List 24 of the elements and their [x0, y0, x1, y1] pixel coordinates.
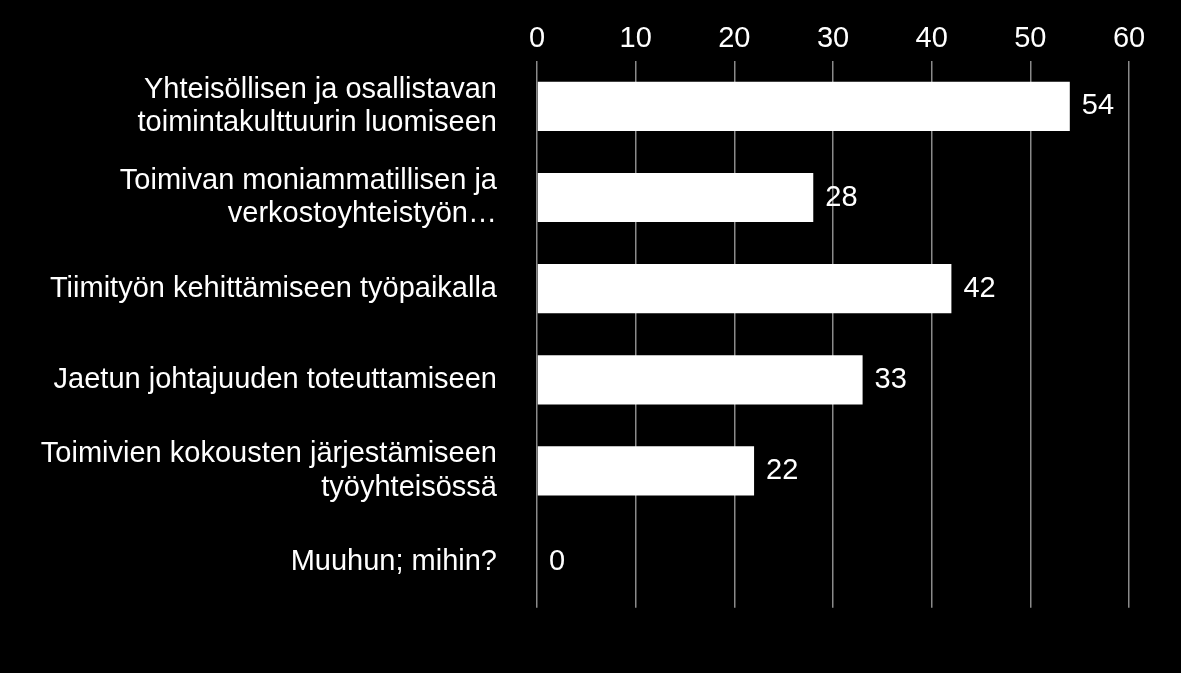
x-tick-label: 50	[1014, 21, 1047, 54]
y-tick-label: Yhteisöllisen ja osallistavan toimintakulttuurin luomiseen	[137, 71, 497, 138]
x-tick-label: 20	[718, 21, 751, 54]
bar	[537, 355, 863, 405]
x-tick-label: 30	[816, 21, 850, 54]
y-tick-label: Muuhun; mihin?	[290, 544, 497, 577]
y-tick-label: Tiimityön kehittämiseen työpaikalla	[49, 270, 498, 303]
bar	[537, 264, 952, 314]
x-tick-label: 40	[915, 21, 948, 54]
data-label: 22	[766, 452, 799, 485]
data-label: 33	[874, 361, 907, 394]
data-label: 28	[825, 179, 858, 212]
y-tick-label: Jaetun johtajuuden toteuttamiseen	[53, 361, 497, 394]
x-tick-label: 0	[528, 21, 546, 54]
y-tick-label: Toimivan moniammatillisen ja verkostoyhteistyön…	[119, 162, 498, 229]
x-tick-label: 10	[619, 21, 652, 54]
y-tick-label: Toimivien kokousten järjestämiseen työyhteisössä	[40, 436, 498, 502]
bar	[537, 81, 1070, 131]
x-tick-label: 60	[1112, 21, 1146, 54]
bar	[537, 446, 755, 496]
bar	[537, 172, 814, 223]
data-label: 42	[963, 270, 996, 303]
data-label: 54	[1081, 88, 1115, 121]
data-label: 0	[549, 544, 566, 577]
